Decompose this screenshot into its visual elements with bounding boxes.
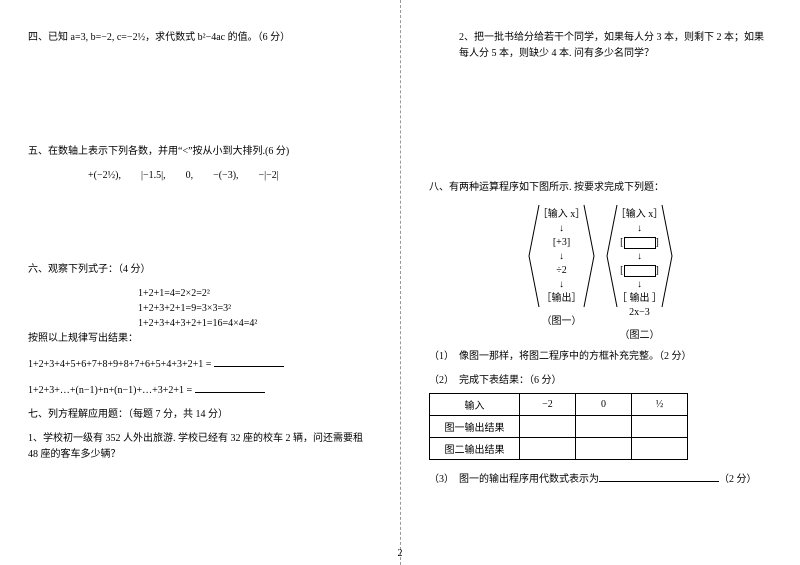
question-8-2: （2） 完成下表结果：（6 分） — [429, 373, 772, 389]
flow1-step-add3: [+3] — [538, 236, 586, 250]
table-cell[interactable] — [576, 416, 632, 438]
flow2-step-output: ［ 输出 ］ — [616, 292, 664, 306]
arrow-down-icon: ↓ — [538, 222, 586, 236]
question-5-title: 五、在数轴上表示下列各数，并用“<”按从小到大排列.(6 分) — [28, 144, 372, 160]
flow2-label: （图二） — [616, 326, 664, 341]
q6-line1: 1+2+1=4=2×2=2² — [138, 286, 372, 301]
table-cell[interactable] — [520, 416, 576, 438]
flowchart-1: ［输入 x］ ↓ [+3] ↓ ÷2 ↓ ［输出］ （图一） — [538, 204, 586, 327]
arrow-down-icon: ↓ — [616, 250, 664, 264]
arrow-down-icon: ↓ — [616, 222, 664, 236]
right-column: 2、把一批书给分给若干个同学，如果每人分 3 本，则剩下 2 本；如果每人分 5… — [400, 0, 800, 565]
table-row: 图二输出结果 — [430, 438, 688, 460]
result-table: 输入 −2 0 ½ 图一输出结果 图二输出结果 — [429, 393, 688, 460]
flow1-step-input: ［输入 x］ — [538, 208, 586, 222]
table-row: 输入 −2 0 ½ — [430, 394, 688, 416]
q8-3-points: （2 分） — [719, 474, 757, 485]
table-cell[interactable] — [632, 438, 688, 460]
table-header-c1: −2 — [520, 394, 576, 416]
table-cell[interactable] — [632, 416, 688, 438]
arrow-down-icon: ↓ — [616, 278, 664, 292]
question-7-1: 1、学校初一级有 352 人外出旅游. 学校已经有 32 座的校车 2 辆，问还… — [28, 431, 372, 463]
flow1-label: （图一） — [538, 312, 586, 327]
flow1-step-output: ［输出］ — [538, 292, 586, 306]
question-8-title: 八、有两种运算程序如下图所示. 按要求完成下列题： — [429, 180, 772, 196]
page-number: 2 — [0, 548, 800, 559]
arrow-down-icon: ↓ — [538, 250, 586, 264]
q6-rule: 按照以上规律写出结果： — [28, 331, 372, 347]
flow2-step-result: 2x−3 — [616, 306, 664, 320]
q8-3-text: （3） 图一的输出程序用代数式表示为 — [429, 474, 599, 485]
table-row1-label: 图一输出结果 — [430, 416, 520, 438]
flow2-blank2[interactable]: [] — [616, 264, 664, 278]
flow2-step-input: ［输入 x］ — [616, 208, 664, 222]
question-5-numbers: +(−2½), |−1.5|, 0, −(−3), −|−2| — [28, 168, 372, 184]
q6-blank1[interactable] — [214, 355, 284, 367]
q6-exp1: 1+2+3+4+5+6+7+8+9+8+7+6+5+4+3+2+1 = — [28, 355, 372, 373]
flowcharts: ［输入 x］ ↓ [+3] ↓ ÷2 ↓ ［输出］ （图一） ［输入 x］ ↓ … — [429, 204, 772, 341]
flow1-step-div2: ÷2 — [538, 264, 586, 278]
table-header-input: 输入 — [430, 394, 520, 416]
table-header-c3: ½ — [632, 394, 688, 416]
table-row2-label: 图二输出结果 — [430, 438, 520, 460]
flow2-blank1[interactable]: [] — [616, 236, 664, 250]
table-row: 图一输出结果 — [430, 416, 688, 438]
question-4: 四、已知 a=3, b=−2, c=−2½，求代数式 b²−4ac 的值。（6 … — [28, 30, 372, 46]
question-8-3: （3） 图一的输出程序用代数式表示为 （2 分） — [429, 470, 772, 488]
question-6-title: 六、观察下列式子：（4 分） — [28, 262, 372, 278]
table-cell[interactable] — [520, 438, 576, 460]
q6-exp2-text: 1+2+3+…+(n−1)+n+(n−1)+…+3+2+1 = — [28, 385, 195, 396]
q6-exp2: 1+2+3+…+(n−1)+n+(n−1)+…+3+2+1 = — [28, 381, 372, 399]
left-column: 四、已知 a=3, b=−2, c=−2½，求代数式 b²−4ac 的值。（6 … — [0, 0, 400, 565]
q8-3-blank[interactable] — [599, 470, 719, 482]
q6-blank2[interactable] — [195, 381, 265, 393]
q6-line3: 1+2+3+4+3+2+1=16=4×4=4² — [138, 316, 372, 331]
flowchart-2: ［输入 x］ ↓ [] ↓ [] ↓ ［ 输出 ］ 2x−3 （图二） — [616, 204, 664, 341]
page: 四、已知 a=3, b=−2, c=−2½，求代数式 b²−4ac 的值。（6 … — [0, 0, 800, 565]
table-cell[interactable] — [576, 438, 632, 460]
question-8-1: （1） 像图一那样，将图二程序中的方框补充完整。（2 分） — [429, 349, 772, 365]
table-header-c2: 0 — [576, 394, 632, 416]
question-7-2: 2、把一批书给分给若干个同学，如果每人分 3 本，则剩下 2 本；如果每人分 5… — [429, 30, 772, 62]
arrow-down-icon: ↓ — [538, 278, 586, 292]
q6-line2: 1+2+3+2+1=9=3×3=3² — [138, 301, 372, 316]
question-6-eqs: 1+2+1=4=2×2=2² 1+2+3+2+1=9=3×3=3² 1+2+3+… — [28, 286, 372, 331]
q6-exp1-text: 1+2+3+4+5+6+7+8+9+8+7+6+5+4+3+2+1 = — [28, 359, 214, 370]
question-7-title: 七、列方程解应用题：（每题 7 分，共 14 分） — [28, 407, 372, 423]
